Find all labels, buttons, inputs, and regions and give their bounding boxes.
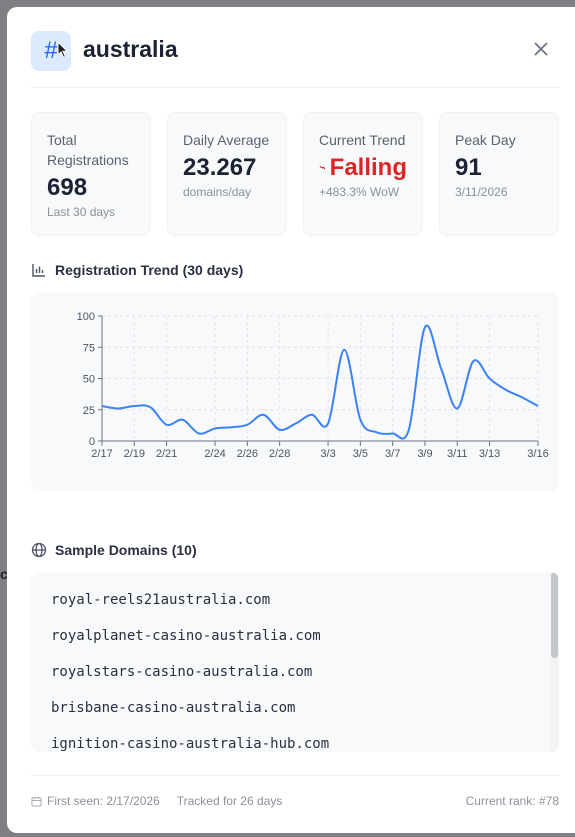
bar-chart-icon — [32, 264, 45, 277]
stat-total-registrations: Total Registrations 698 Last 30 days — [31, 112, 151, 236]
stat-peak-day: Peak Day 91 3/11/2026 — [439, 112, 559, 236]
y-tick-label: 75 — [83, 342, 95, 354]
trend-value: Falling — [319, 153, 407, 183]
header-divider — [31, 87, 559, 88]
x-tick-label: 2/24 — [204, 448, 225, 460]
trend-title: Registration Trend (30 days) — [55, 262, 244, 278]
domain-list[interactable]: royal-reels21australia.com royalplanet-c… — [31, 572, 559, 752]
y-tick-label: 0 — [89, 436, 95, 448]
stat-value: 91 — [455, 154, 482, 181]
trend-chart-svg: 0 25 50 75 100 2/17 2/19 2/21 2/24 2/26 2/28 3/3 3/5… — [77, 311, 549, 460]
modal-header: # australia — [31, 31, 575, 87]
list-item[interactable]: royalstars-casino-australia.com — [51, 664, 313, 680]
modal-footer: First seen: 2/17/2026 Tracked for 26 day… — [31, 794, 559, 810]
scrollbar[interactable] — [550, 572, 559, 752]
stat-sub: domains/day — [183, 185, 252, 199]
x-tick-label: 3/7 — [385, 448, 400, 460]
domain-detail-modal: # australia Total Registrations 698 Last… — [7, 7, 575, 833]
stat-label: Current Trend — [319, 132, 406, 148]
first-seen: First seen: 2/17/2026 — [47, 794, 160, 808]
x-tick-label: 3/13 — [479, 448, 500, 460]
footer-divider — [31, 775, 559, 776]
trend-section-title: Registration Trend (30 days) — [31, 262, 243, 278]
trend-chart: 0 25 50 75 100 2/17 2/19 2/21 2/24 2/26 2/28 3/3 3/5… — [31, 292, 559, 491]
x-tick-label: 3/16 — [527, 448, 548, 460]
y-tick-label: 25 — [83, 405, 95, 417]
footer-left: First seen: 2/17/2026 Tracked for 26 day… — [31, 794, 282, 808]
x-tick-label: 2/26 — [237, 448, 258, 460]
y-tick-label: 100 — [77, 311, 95, 323]
x-tick-label: 2/21 — [156, 448, 177, 460]
close-icon[interactable] — [531, 39, 551, 59]
stat-label: Peak Day — [455, 132, 516, 148]
domains-section-title: Sample Domains (10) — [31, 542, 197, 558]
list-item[interactable]: brisbane-casino-australia.com — [51, 700, 296, 716]
page-title: australia — [83, 36, 178, 62]
current-rank: Current rank: #78 — [465, 794, 559, 808]
close-button[interactable] — [531, 39, 551, 59]
stat-sub: 3/11/2026 — [455, 185, 508, 199]
stat-label: Daily Average — [183, 132, 270, 148]
x-tick-label: 2/17 — [91, 448, 112, 460]
x-tick-label: 3/11 — [447, 448, 468, 460]
domains-title: Sample Domains (10) — [55, 542, 197, 558]
backdrop-text: c — [0, 566, 8, 582]
x-tick-label: 3/3 — [320, 448, 335, 460]
hashtag-icon: # — [31, 31, 71, 71]
x-tick-label: 2/19 — [124, 448, 145, 460]
trend-label: Falling — [329, 154, 407, 181]
list-item[interactable]: royalplanet-casino-australia.com — [51, 628, 321, 644]
stat-sub: Last 30 days — [47, 205, 116, 219]
stat-value: 23.267 — [183, 154, 257, 181]
x-tick-label: 3/5 — [353, 448, 368, 460]
stat-daily-average: Daily Average 23.267 domains/day — [167, 112, 287, 236]
stat-current-trend: Current Trend Falling +483.3% WoW — [303, 112, 423, 236]
list-item[interactable]: royal-reels21australia.com — [51, 592, 271, 608]
stat-value: 698 — [47, 174, 88, 201]
calendar-icon — [31, 796, 42, 807]
tracked-duration: Tracked for 26 days — [176, 794, 283, 808]
trend-down-icon — [319, 165, 326, 170]
list-item[interactable]: ignition-casino-australia-hub.com — [51, 736, 330, 752]
trend-line — [101, 324, 539, 440]
globe-icon — [31, 542, 47, 558]
stat-sub: +483.3% WoW — [319, 185, 400, 199]
stats-row: Total Registrations 698 Last 30 days Dai… — [31, 112, 575, 236]
x-tick-label: 3/9 — [417, 448, 432, 460]
y-tick-label: 50 — [83, 374, 95, 386]
stat-label: Total Registrations — [47, 132, 129, 168]
x-tick-label: 2/28 — [269, 448, 290, 460]
mouse-cursor-icon — [57, 41, 69, 59]
scrollbar-thumb[interactable] — [551, 573, 558, 658]
